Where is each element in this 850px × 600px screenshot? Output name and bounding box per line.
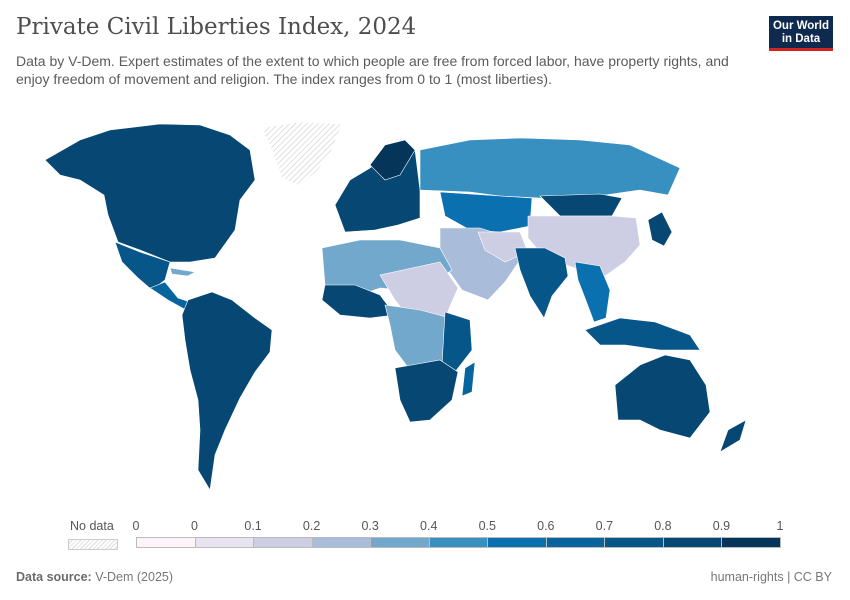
legend-bin[interactable]	[662, 537, 723, 548]
map-region-iran-afg[interactable]	[477, 231, 529, 263]
legend-tick-label: 0	[132, 519, 140, 533]
color-legend: No data 0 0 0.1 0.2 0.3 0.4 0.5 0.6 0.7 0.8 0.9 1	[0, 515, 850, 555]
legend-bin[interactable]	[311, 537, 372, 548]
legend-bin[interactable]	[136, 537, 196, 548]
legend-tick-label: 0.2	[302, 519, 321, 533]
map-region-russia[interactable]	[419, 137, 681, 199]
legend-bin[interactable]	[428, 537, 489, 548]
map-region-india[interactable]	[514, 247, 569, 319]
legend-tick-label: 0	[191, 519, 199, 533]
license-text[interactable]: human-rights | CC BY	[710, 570, 832, 584]
map-region-se-asia[interactable]	[574, 261, 611, 323]
map-region-australia[interactable]	[614, 354, 711, 439]
legend-bin[interactable]	[253, 537, 313, 548]
legend-bin[interactable]	[487, 537, 547, 548]
legend-tick-label: 0.3	[361, 519, 379, 533]
map-region-mongolia[interactable]	[539, 193, 623, 217]
no-data-label: No data	[70, 519, 114, 533]
legend-tick-label: 0.9	[712, 519, 731, 533]
map-region-central-asia[interactable]	[439, 191, 533, 233]
legend-bin[interactable]	[604, 537, 664, 548]
map-region-west-africa[interactable]	[321, 284, 396, 319]
legend-tick-label: 0.7	[595, 519, 614, 533]
legend-tick-label: 1	[776, 519, 784, 533]
map-region-southern-africa[interactable]	[394, 359, 459, 423]
legend-tick-label: 0.6	[537, 519, 555, 533]
map-region-madagascar[interactable]	[461, 361, 476, 397]
map-region-indonesia[interactable]	[584, 317, 701, 351]
no-data-swatch	[68, 539, 118, 550]
map-region-north-america[interactable]	[44, 123, 256, 263]
legend-tick-label: 0.8	[654, 519, 672, 533]
map-region-cuba[interactable]	[169, 267, 196, 277]
map-region-scandinavia[interactable]	[369, 139, 416, 181]
legend-tick-label: 0.1	[244, 519, 262, 533]
legend-tick-label: 0.5	[478, 519, 496, 533]
map-region-greenland[interactable]	[261, 121, 343, 187]
map-region-new-zealand[interactable]	[719, 419, 747, 453]
map-region-japan[interactable]	[647, 211, 673, 247]
world-map[interactable]	[0, 110, 850, 510]
map-region-east-africa[interactable]	[441, 311, 473, 373]
legend-bin[interactable]	[370, 537, 430, 548]
legend-bin[interactable]	[194, 537, 255, 548]
map-region-central-america[interactable]	[149, 281, 191, 311]
data-source-link[interactable]: V-Dem (2025)	[95, 570, 174, 584]
legend-bin[interactable]	[545, 537, 606, 548]
map-region-south-america[interactable]	[181, 291, 273, 491]
legend-tick-label: 0.4	[420, 519, 438, 533]
legend-bin[interactable]	[721, 537, 781, 548]
data-source: Data source: V-Dem (2025)	[16, 570, 174, 584]
chart-title: Private Civil Liberties Index, 2024	[16, 14, 417, 40]
chart-subtitle: Data by V-Dem. Expert estimates of the e…	[16, 53, 729, 87]
owid-logo[interactable]: Our World in Data	[769, 16, 833, 51]
